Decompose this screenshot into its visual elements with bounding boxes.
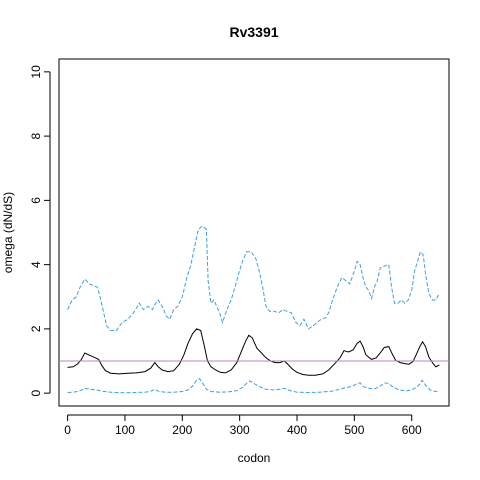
plot-frame — [58, 58, 450, 407]
data-layer — [59, 225, 449, 394]
chart-title: Rv3391 — [229, 24, 278, 40]
series-line-2 — [67, 328, 440, 376]
x-tick-label: 400 — [287, 423, 307, 437]
y-axis-label: omega (dN/dS) — [1, 192, 15, 273]
x-tick-label: 100 — [115, 423, 135, 437]
y-tick-label: 6 — [29, 197, 43, 204]
y-tick-label: 8 — [29, 132, 43, 139]
x-tick-label: 500 — [344, 423, 364, 437]
x-tick-label: 200 — [172, 423, 192, 437]
y-tick-label: 4 — [29, 261, 43, 268]
y-tick-label: 2 — [29, 325, 43, 332]
y-tick-label: 10 — [29, 65, 43, 79]
series-line-1 — [67, 225, 440, 331]
series-line-3 — [67, 378, 440, 394]
x-tick-label: 300 — [230, 423, 250, 437]
axis-layer: 0 100 200 300 400 500 600 0 2 4 6 8 10 — [29, 65, 422, 437]
x-axis-label: codon — [238, 451, 271, 465]
x-tick-label: 0 — [64, 423, 71, 437]
x-tick-label: 600 — [402, 423, 422, 437]
y-tick-label: 0 — [29, 389, 43, 396]
